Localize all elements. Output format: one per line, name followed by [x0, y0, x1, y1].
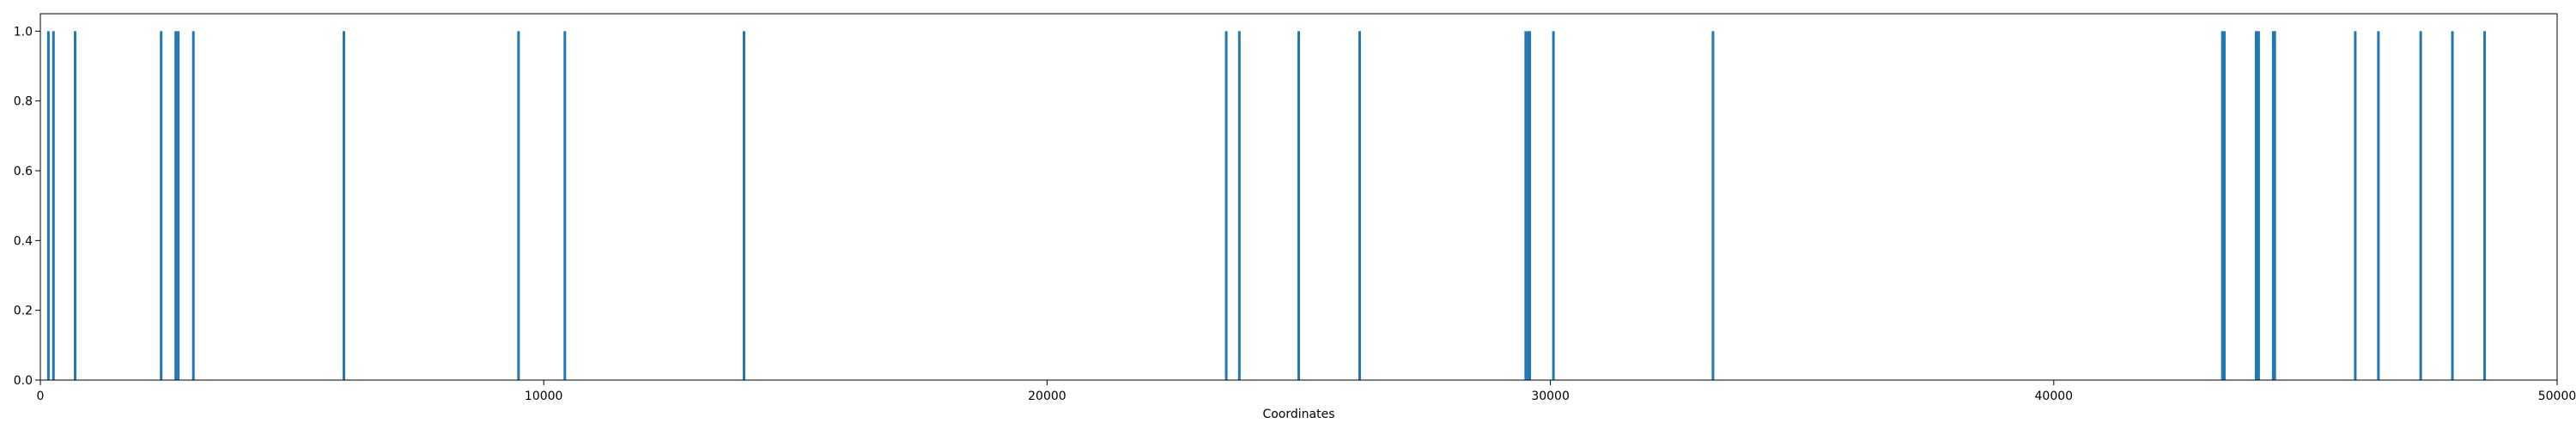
bar	[2273, 31, 2276, 380]
bar	[2257, 31, 2260, 380]
bar	[2223, 31, 2227, 380]
bar	[2483, 31, 2487, 380]
x-tick-label: 0	[37, 390, 45, 403]
bar	[563, 31, 567, 380]
bar	[1527, 31, 1530, 380]
bar	[1711, 31, 1715, 380]
bar	[2271, 31, 2275, 380]
y-tick-label: 0.8	[14, 95, 33, 109]
bar	[517, 31, 520, 380]
bar	[2254, 31, 2257, 380]
bars-group	[46, 31, 2487, 380]
x-tick-label: 20000	[1028, 390, 1066, 403]
x-tick-label: 30000	[1531, 390, 1570, 403]
bar	[1552, 31, 1555, 380]
bar	[52, 31, 55, 380]
bar	[46, 31, 50, 380]
y-axis: 0.0 0.2 0.4 0.6 0.8 1.0	[14, 25, 40, 388]
bar	[2377, 31, 2380, 380]
x-tick-label: 40000	[2035, 390, 2074, 403]
y-tick-label: 0.4	[14, 234, 33, 248]
bar	[2451, 31, 2454, 380]
bar	[1224, 31, 1228, 380]
y-tick-label: 0.0	[14, 374, 33, 388]
y-tick-label: 0.2	[14, 305, 33, 318]
bar	[2419, 31, 2422, 380]
bar	[73, 31, 76, 380]
bar	[2221, 31, 2224, 380]
bar	[1297, 31, 1300, 380]
x-tick-label: 10000	[525, 390, 563, 403]
bar	[191, 31, 195, 380]
bar	[1524, 31, 1528, 380]
y-tick-label: 0.6	[14, 165, 33, 178]
bar	[2354, 31, 2357, 380]
x-tick-label: 50000	[2538, 390, 2576, 403]
y-tick-label: 1.0	[14, 25, 33, 39]
bar	[1237, 31, 1241, 380]
x-axis-label: Coordinates	[1262, 408, 1334, 421]
bar	[177, 31, 180, 380]
x-axis: 0 10000 20000 30000 40000 50000	[37, 380, 2576, 403]
bar	[174, 31, 178, 380]
bar	[743, 31, 746, 380]
bar	[1358, 31, 1361, 380]
bar	[160, 31, 163, 380]
plot-frame	[39, 13, 2558, 381]
bar	[342, 31, 345, 380]
bar	[1528, 31, 1532, 380]
